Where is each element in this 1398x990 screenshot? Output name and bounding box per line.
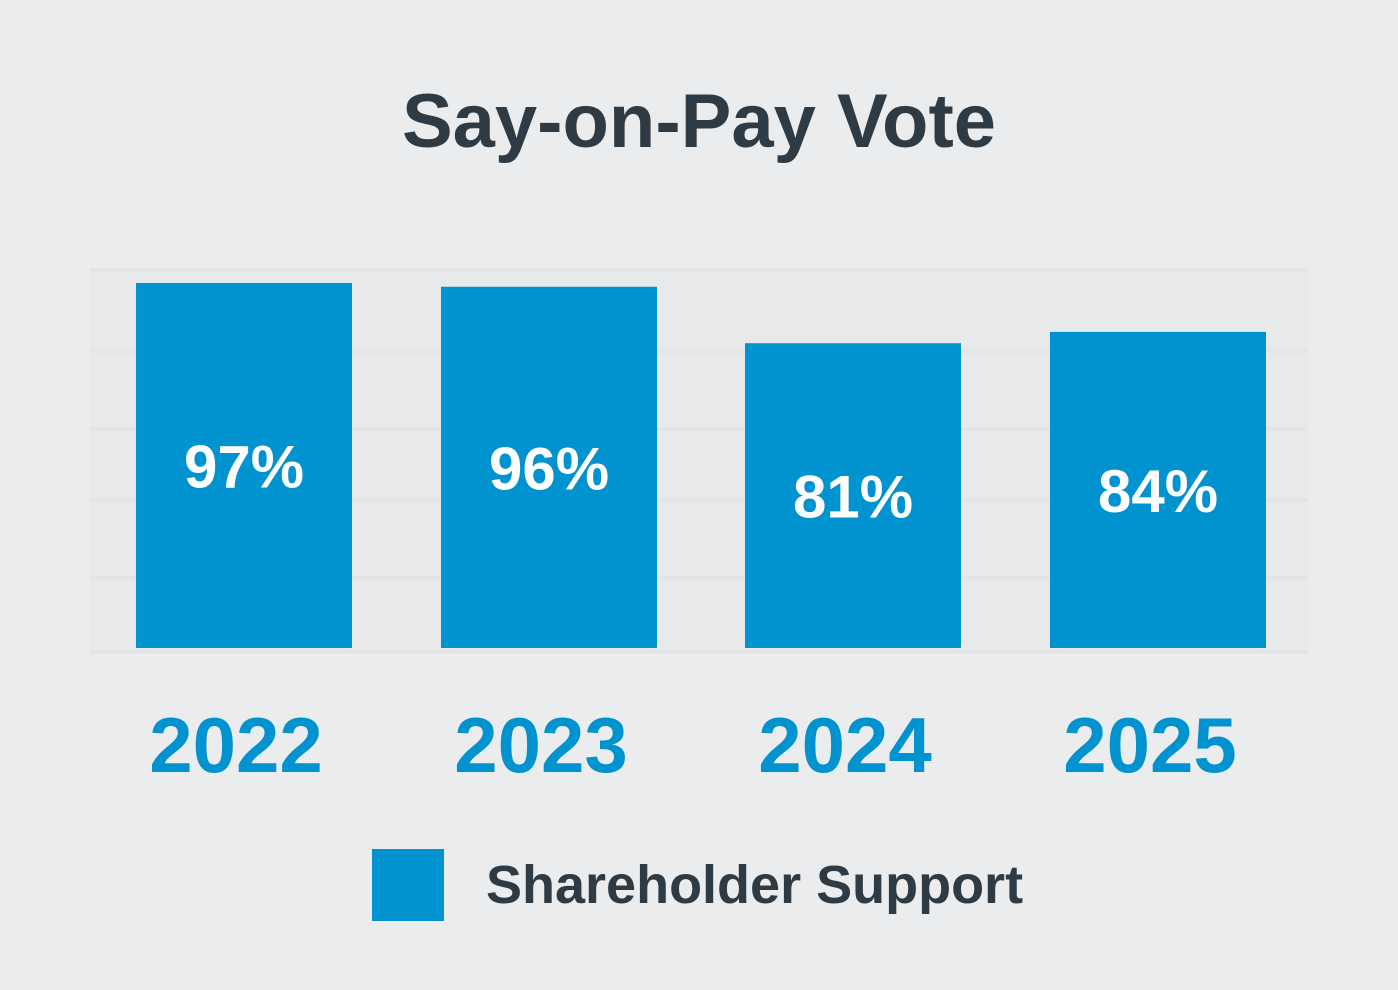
chart-title: Say-on-Pay Vote: [401, 79, 997, 164]
bar-value-label: 81%: [793, 464, 913, 531]
legend-label: Shareholder Support: [486, 855, 1024, 915]
category-label: 2023: [454, 701, 628, 789]
bar-labels-group: 97% 96% 81% 84%: [184, 434, 1218, 531]
legend: Shareholder Support: [372, 849, 1023, 921]
category-label: 2025: [1063, 701, 1237, 789]
bar-2022: [136, 283, 352, 648]
category-labels-group: 2022 2023 2024 2025: [149, 701, 1237, 789]
bar-value-label: 84%: [1098, 458, 1218, 525]
legend-swatch: [372, 849, 444, 921]
bars-group: [136, 283, 1266, 648]
bar-2023: [441, 286, 657, 648]
category-label: 2024: [758, 701, 932, 789]
bar-2025: [1050, 331, 1266, 648]
bar-value-label: 97%: [184, 434, 304, 501]
category-label: 2022: [149, 701, 323, 789]
bar-value-label: 96%: [489, 435, 609, 502]
bar-2024: [745, 343, 961, 648]
